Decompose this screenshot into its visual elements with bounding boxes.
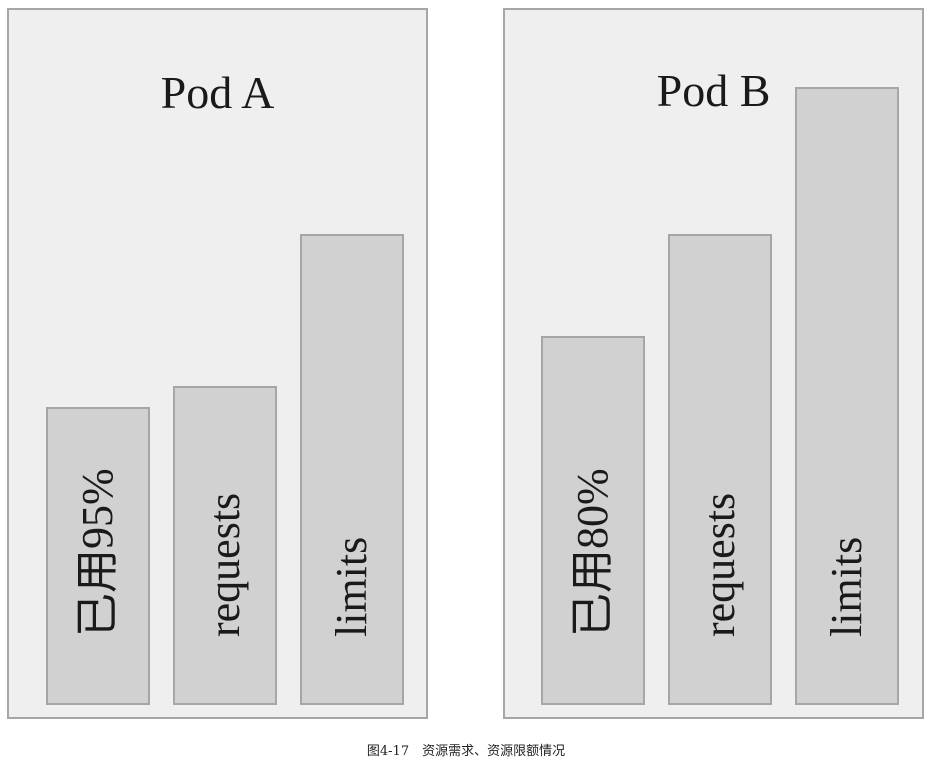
pod-a-title: Pod A xyxy=(160,67,275,118)
pod-a-requests-bar: requests xyxy=(173,386,277,705)
pod-b-used-bar: 已用80% xyxy=(541,336,645,705)
pod-a-limits-bar: limits xyxy=(300,234,404,705)
pod-b-limits-label: limits xyxy=(822,536,871,637)
pod-b-title: Pod B xyxy=(656,65,771,116)
pod-b-used-label: 已用80% xyxy=(568,468,617,637)
pod-a-used-bar: 已用95% xyxy=(46,407,150,705)
figure-caption: 图4-17 资源需求、资源限额情况 xyxy=(366,744,566,759)
pod-b-requests-label: requests xyxy=(695,492,744,637)
pod-a-limits-label: limits xyxy=(327,536,376,637)
pod-b-limits-bar: limits xyxy=(795,87,899,705)
pod-b-requests-bar: requests xyxy=(668,234,772,705)
pod-a-panel: Pod A 已用95% requests limits xyxy=(7,8,428,719)
pod-a-requests-label: requests xyxy=(200,492,249,637)
pod-a-used-label: 已用95% xyxy=(73,468,122,637)
pod-b-panel: Pod B 已用80% requests limits xyxy=(503,8,924,719)
